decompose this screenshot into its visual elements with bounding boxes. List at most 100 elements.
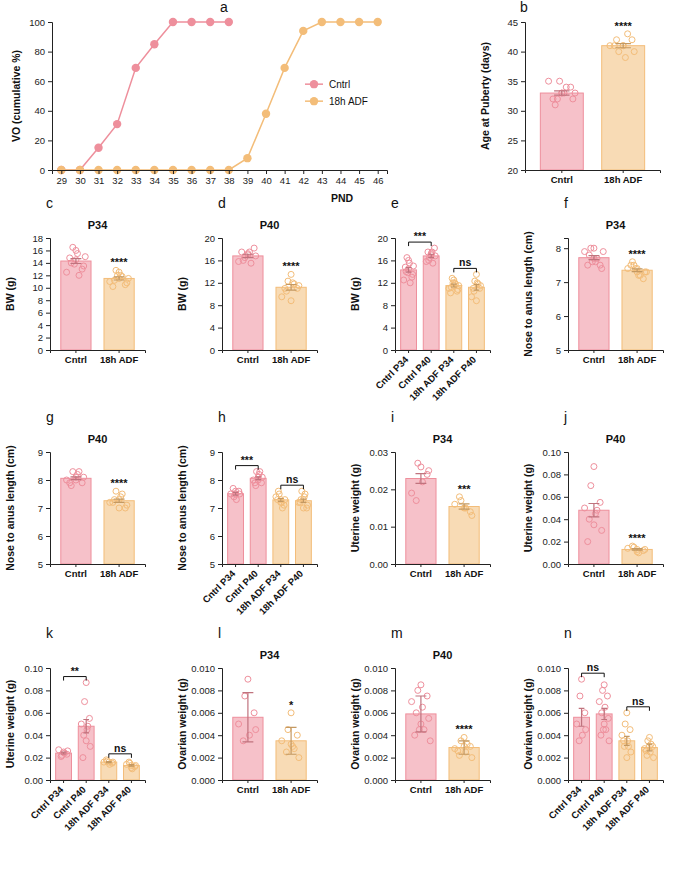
y-axis-tick: 0.006 [364, 707, 395, 718]
y-axis-tick: 0.00 [543, 559, 569, 570]
data-point [577, 693, 583, 699]
marker [336, 18, 344, 26]
x-axis-tick: Cntrl [410, 780, 432, 795]
significance-label: **** [456, 723, 474, 735]
significance-label: ns [114, 742, 126, 754]
tick-label: 16 [204, 255, 215, 266]
tick-label: 20 [204, 233, 215, 244]
tick-label: 39 [243, 175, 254, 186]
y-axis-tick: 0.10 [543, 447, 569, 458]
x-axis-tick: 31 [94, 170, 105, 186]
tick-mark [564, 248, 568, 249]
x-axis-tick: 41 [280, 170, 291, 186]
error-bar [615, 44, 630, 48]
y-axis-tick: 0.10 [25, 663, 51, 674]
legend-entry: Cntrl [305, 79, 350, 90]
tick-mark [46, 288, 50, 289]
tick-label: 0.10 [25, 663, 44, 674]
y-axis-tick: 0.01 [370, 521, 396, 532]
data-point [279, 738, 285, 744]
bar [233, 256, 263, 350]
tick-label: 30 [507, 105, 518, 116]
significance-bracket [64, 677, 87, 681]
chart-title: P40 [260, 219, 280, 231]
panel-label: b [520, 0, 528, 15]
y-axis-tick: 10 [32, 282, 50, 293]
tick-mark [48, 52, 52, 53]
tick-label: 41 [280, 175, 291, 186]
significance-label: **** [111, 256, 129, 268]
x-axis-tick: 34 [150, 170, 161, 186]
tick-mark [564, 452, 568, 453]
significance-label: **** [111, 477, 129, 489]
tick-mark [564, 474, 568, 475]
tick-label: 4 [210, 322, 215, 333]
x-axis-tick: 18h ADF [100, 564, 138, 579]
y-axis-tick: 7 [556, 277, 568, 288]
data-point [240, 257, 246, 263]
error-bar [301, 499, 307, 502]
tick-label: 6 [556, 311, 561, 322]
y-axis-tick: 0.02 [370, 484, 396, 495]
tick-mark [340, 170, 341, 174]
y-axis-tick: 0.008 [364, 685, 395, 696]
tick-label: 12 [377, 277, 388, 288]
tick-label: 0.008 [537, 685, 561, 696]
x-axis-line [223, 351, 318, 354]
x-axis: Cntrl18h ADF [223, 350, 318, 365]
tick-label: 0.10 [543, 447, 562, 458]
tick-mark [218, 536, 222, 537]
tick-label: 8 [38, 475, 43, 486]
tick-mark [303, 564, 304, 567]
tick-label: 0.000 [191, 775, 215, 786]
y-axis-title: Uterine weight (g) [4, 680, 16, 769]
significance-label: **** [283, 260, 301, 272]
plot-area [61, 244, 134, 350]
panel-label: a [220, 0, 228, 15]
tick-mark [564, 282, 568, 283]
tick-label: 20 [507, 165, 518, 176]
tick-label: 18 [32, 233, 43, 244]
tick-mark [564, 780, 568, 781]
y-axis-tick: 16 [32, 245, 50, 256]
tick-label: 7 [210, 503, 215, 514]
tick-label: 0.00 [543, 559, 562, 570]
y-axis-tick: 9 [210, 447, 222, 458]
error-bar [459, 741, 470, 754]
tick-mark [218, 713, 222, 714]
plot-area [574, 676, 658, 780]
tick-mark [637, 350, 638, 353]
y-axis-title: BW (g) [176, 277, 188, 311]
error-bar [632, 269, 643, 272]
tick-mark [564, 735, 568, 736]
significance-label: ns [286, 473, 298, 485]
data-point [616, 49, 622, 55]
figure: 020406080100aVO (cumulative %)2930313233… [0, 0, 685, 875]
tick-mark [521, 81, 525, 82]
data-point [601, 721, 607, 727]
error-bar [286, 727, 297, 754]
data-point [596, 699, 602, 705]
y-axis-tick: 12 [377, 277, 395, 288]
tick-label: Cntrl [410, 568, 432, 579]
tick-label: 0.002 [537, 752, 561, 763]
x-axis-tick: Cntrl [551, 170, 573, 185]
panel-label: h [218, 409, 226, 425]
data-point [600, 687, 606, 693]
panel-label: e [391, 195, 399, 211]
x-axis-tick: 32 [112, 170, 123, 186]
tick-mark [247, 170, 248, 174]
data-point [464, 741, 470, 747]
y-axis-tick: 4 [38, 320, 50, 331]
data-point [76, 469, 82, 475]
significance-bracket [582, 673, 605, 677]
data-point [67, 480, 73, 486]
tick-label: 18h ADF P40 [430, 354, 479, 403]
y-axis-tick: 16 [377, 255, 395, 266]
tick-label: 31 [94, 175, 105, 186]
chart-title: P40 [433, 649, 453, 661]
y-axis-tick: 0 [38, 345, 50, 356]
data-point [629, 37, 635, 43]
x-axis-tick: 18h ADF [272, 780, 310, 795]
tick-mark [564, 542, 568, 543]
